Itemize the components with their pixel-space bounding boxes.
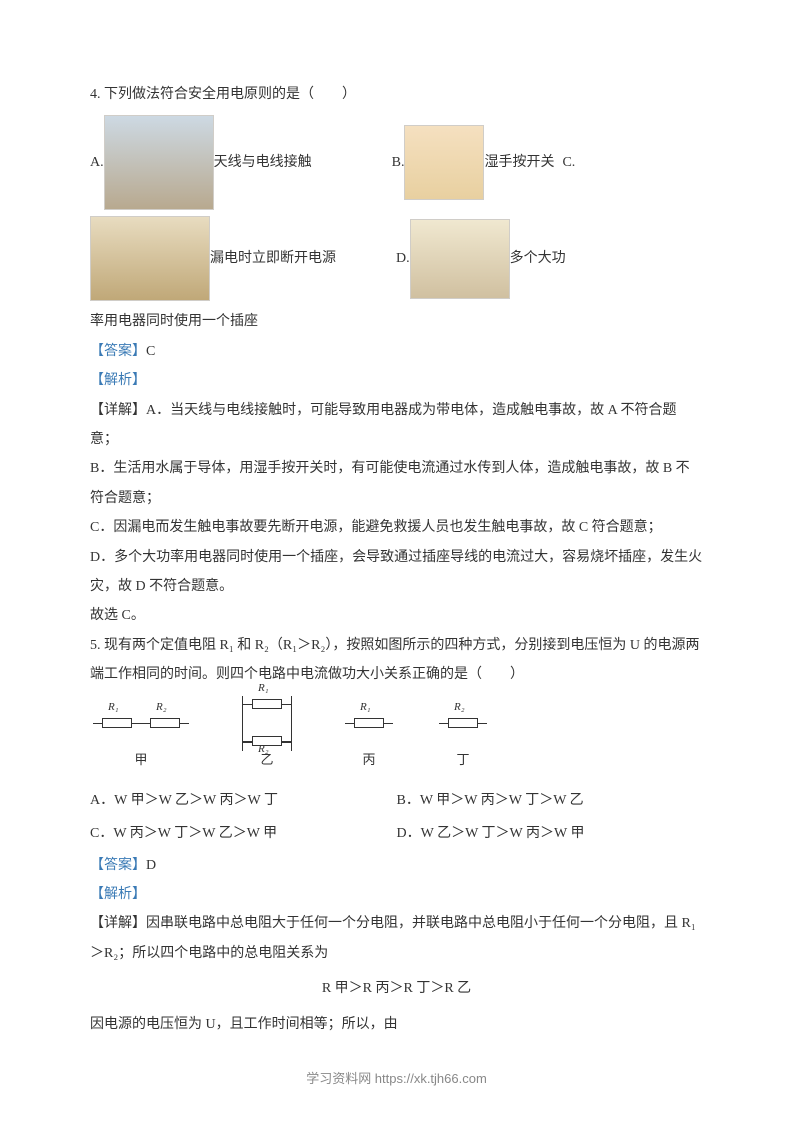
r2-label: R₂ xyxy=(156,696,167,719)
q4-optC-text: 漏电时立即断开电源 xyxy=(210,244,336,273)
q4-detail-C: C．因漏电而发生触电事故要先断开电源，能避免救援人员也发生触电事故，故 C 符合… xyxy=(90,513,703,542)
q4-optA-text: 天线与电线接触 xyxy=(214,148,312,177)
q4-continuation: 率用电器同时使用一个插座 xyxy=(90,307,703,336)
r2-label-ding: R₂ xyxy=(454,696,465,719)
q4-stem: 4. 下列做法符合安全用电原则的是（ ） xyxy=(90,80,703,109)
q5-stem: 5. 现有两个定值电阻 R₁ 和 R₂（R₁＞R₂），按照如图所示的四种方式，分… xyxy=(90,631,703,690)
page-footer: 学习资料网 https://xk.tjh66.com xyxy=(0,1065,793,1092)
detail-label: 【详解】 xyxy=(90,403,146,418)
r1-label-bing: R₁ xyxy=(360,696,371,719)
q4-optD-prefix: D. xyxy=(396,244,410,273)
bing-label: 丙 xyxy=(362,746,375,773)
q4-optB-text: 湿手按开关 xyxy=(484,148,554,177)
r1-label: R₁ xyxy=(108,696,119,719)
answer-value-5: D xyxy=(146,858,156,873)
q4-detail-D: D．多个大功率用电器同时使用一个插座，会导致通过插座导线的电流过大，容易烧坏插座… xyxy=(90,543,703,602)
leak-image xyxy=(90,216,210,301)
q5-relation: R 甲＞R 丙＞R 丁＞R 乙 xyxy=(90,974,703,1003)
q4-options-row2: 漏电时立即断开电源 D. 多个大功 xyxy=(90,216,703,301)
jia-label: 甲 xyxy=(134,746,147,773)
q4-analysis-label: 【解析】 xyxy=(90,366,703,395)
plug-image xyxy=(410,219,510,299)
answer-value: C xyxy=(146,344,155,359)
switch-image xyxy=(404,125,484,200)
q5-answer: 【答案】D xyxy=(90,851,703,880)
q5-optC: C．W 丙＞W 丁＞W 乙＞W 甲 xyxy=(90,817,397,850)
detail-label-5: 【详解】 xyxy=(90,916,146,931)
q4-options-row1: A. 天线与电线接触 B. 湿手按开关 C. xyxy=(90,115,703,210)
answer-label: 【答案】 xyxy=(90,344,146,359)
q5-analysis-label: 【解析】 xyxy=(90,880,703,909)
detail-text-5: 因串联电路中总电阻大于任何一个分电阻，并联电路中总电阻小于任何一个分电阻，且 R… xyxy=(90,916,696,960)
circuit-yi: R₁ R₂ 乙 xyxy=(242,704,292,773)
q4-conclusion: 故选 C。 xyxy=(90,601,703,630)
q4-optB-prefix: B. xyxy=(392,148,405,177)
q4-detail-A: 【详解】A．当天线与电线接触时，可能导致用电器成为带电体，造成触电事故，故 A … xyxy=(90,396,703,455)
q5-optA: A．W 甲＞W 乙＞W 丙＞W 丁 xyxy=(90,784,397,817)
q4-optD-text: 多个大功 xyxy=(510,244,566,273)
q4-detail-B: B．生活用水属于导体，用湿手按开关时，有可能使电流通过水传到人体，造成触电事故，… xyxy=(90,454,703,513)
circuit-jia: R₁ R₂ 甲 xyxy=(100,704,182,773)
q5-optD: D．W 乙＞W 丁＞W 丙＞W 甲 xyxy=(397,817,704,850)
answer-label-5: 【答案】 xyxy=(90,858,146,873)
r1-label-yi: R₁ xyxy=(258,677,269,700)
q5-detail: 【详解】因串联电路中总电阻大于任何一个分电阻，并联电路中总电阻小于任何一个分电阻… xyxy=(90,909,703,968)
circuit-ding: R₂ 丁 xyxy=(446,704,480,773)
q5-detail2: 因电源的电压恒为 U，且工作时间相等；所以，由 xyxy=(90,1010,703,1039)
q4-answer: 【答案】C xyxy=(90,337,703,366)
circuit-bing: R₁ 丙 xyxy=(352,704,386,773)
circuit-diagrams: R₁ R₂ 甲 R₁ R₂ 乙 R₁ 丙 R₂ 丁 xyxy=(100,704,703,773)
detail-A-text: A．当天线与电线接触时，可能导致用电器成为带电体，造成触电事故，故 A 不符合题… xyxy=(90,403,676,447)
antenna-image xyxy=(104,115,214,210)
q5-options: A．W 甲＞W 乙＞W 丙＞W 丁 B．W 甲＞W 丙＞W 丁＞W 乙 C．W … xyxy=(90,784,703,851)
q5-optB: B．W 甲＞W 丙＞W 丁＞W 乙 xyxy=(397,784,704,817)
ding-label: 丁 xyxy=(456,746,469,773)
q4-optA-prefix: A. xyxy=(90,148,104,177)
q4-optC-prefix: C. xyxy=(562,148,575,177)
